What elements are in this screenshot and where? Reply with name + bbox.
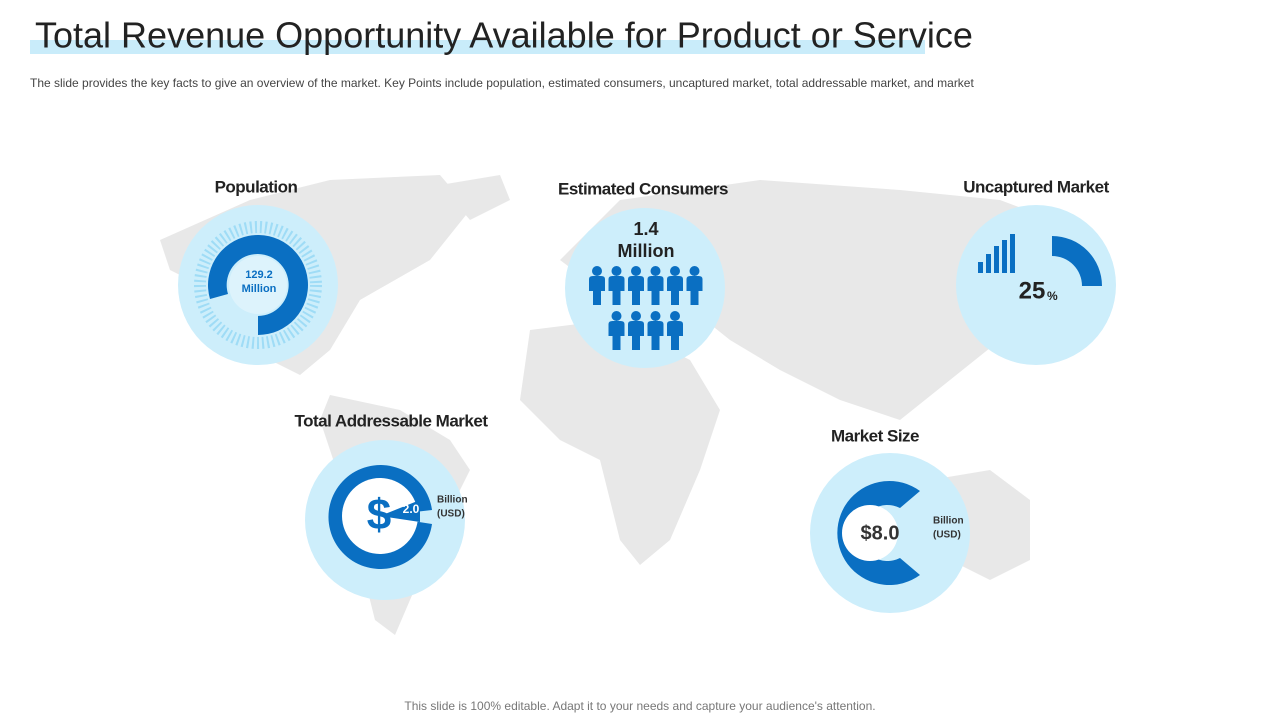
market-size-unit1: Billion: [933, 516, 964, 527]
title-highlight: [30, 40, 925, 54]
people-icons: [589, 266, 703, 350]
market-size-unit2: (USD): [933, 530, 961, 541]
person-icon: [667, 321, 683, 350]
person-icon: [592, 266, 602, 276]
person-icon: [670, 266, 680, 276]
addressable-unit2: (USD): [437, 509, 465, 520]
addressable-unit1: Billion: [437, 495, 468, 506]
person-icon: [647, 276, 664, 305]
consumers-value: 1.4: [633, 219, 658, 239]
market-size-ring: [837, 481, 920, 585]
person-icon: [667, 276, 683, 305]
person-icon: [611, 311, 622, 321]
market-size-value: $8.0: [861, 522, 900, 544]
person-icon: [650, 266, 661, 276]
person-icon: [650, 311, 661, 321]
population-core: [229, 256, 287, 314]
person-icon: [631, 266, 641, 276]
bar-icon: [978, 234, 1015, 273]
uncaptured-value: 25: [1019, 277, 1046, 304]
addressable-symbol: $: [367, 491, 391, 540]
person-icon: [608, 321, 625, 350]
addressable-value: 2.0: [403, 502, 420, 516]
uncaptured-label: Uncaptured Market: [963, 177, 1109, 196]
uncaptured-arc: [1052, 236, 1102, 286]
population-dots: [194, 221, 322, 349]
person-icon: [647, 321, 664, 350]
market-size-label: Market Size: [831, 426, 919, 445]
title: Total Revenue Opportunity Available for …: [35, 15, 973, 56]
consumers-circle: [565, 208, 725, 368]
population-value: 129.2: [245, 269, 273, 281]
person-icon: [670, 311, 680, 321]
addressable-wedge: [380, 500, 420, 522]
person-icon: [631, 311, 641, 321]
addressable-label: Total Addressable Market: [294, 411, 488, 430]
consumers-unit: Million: [618, 241, 675, 261]
population-label: Population: [215, 177, 298, 196]
person-icon: [628, 321, 644, 350]
uncaptured-unit: %: [1047, 289, 1058, 303]
person-icon: [608, 276, 625, 305]
person-icon: [611, 266, 622, 276]
population-ring: [207, 234, 309, 335]
person-icon: [589, 276, 605, 305]
person-icon: [628, 276, 644, 305]
population-unit: Million: [242, 283, 277, 295]
person-icon: [689, 266, 700, 276]
subtitle: The slide provides the key facts to give…: [30, 76, 974, 90]
consumers-label: Estimated Consumers: [558, 179, 728, 198]
person-icon: [686, 276, 703, 305]
market-size-inner: [842, 505, 898, 561]
footer: This slide is 100% editable. Adapt it to…: [404, 699, 875, 713]
